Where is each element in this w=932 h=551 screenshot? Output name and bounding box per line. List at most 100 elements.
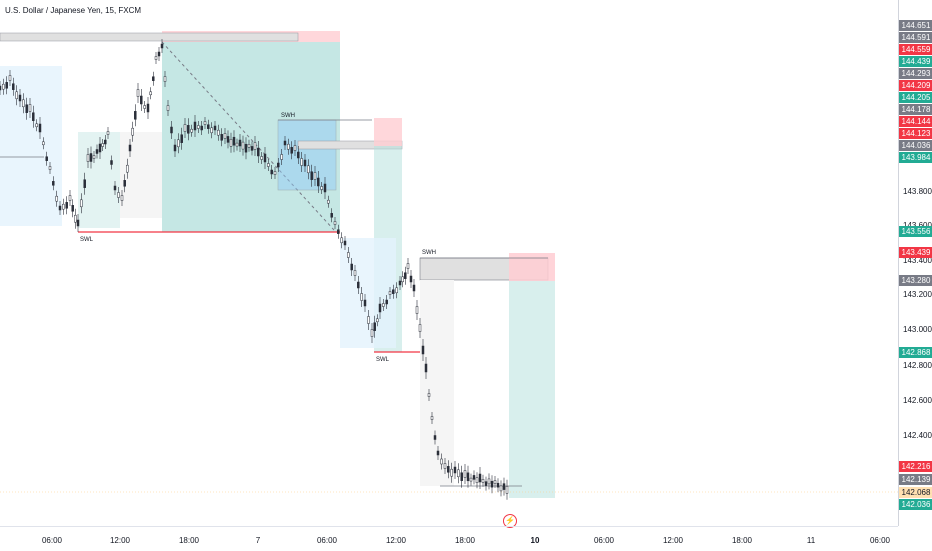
candle-body bbox=[415, 306, 419, 314]
candle-body bbox=[183, 124, 187, 132]
candle-body bbox=[493, 480, 497, 484]
time-tick: 12:00 bbox=[109, 536, 131, 545]
candle-body bbox=[347, 252, 350, 258]
candle-body bbox=[154, 56, 158, 60]
candle-body bbox=[260, 156, 263, 160]
price-label: 142.068 bbox=[899, 487, 932, 498]
candle-body bbox=[450, 468, 453, 477]
candle-body bbox=[250, 146, 254, 151]
candle-body bbox=[128, 144, 132, 152]
candle-body bbox=[370, 329, 374, 337]
chart-area[interactable]: SWL SWH SWL SWH U.S. Dollar / Japanese Y… bbox=[0, 0, 898, 528]
candle-body bbox=[401, 276, 404, 283]
price-tick: 143.600 bbox=[903, 221, 932, 230]
price-label: 144.123 bbox=[899, 128, 932, 139]
candle-body bbox=[447, 466, 450, 473]
flash-icon[interactable]: ⚡ bbox=[503, 514, 517, 528]
candle-body bbox=[398, 280, 402, 286]
candle-body bbox=[478, 473, 482, 483]
candle-body bbox=[68, 195, 72, 201]
candle-body bbox=[83, 179, 86, 188]
candle-body bbox=[300, 158, 303, 166]
price-label: 143.439 bbox=[899, 247, 932, 258]
trend-line-dashed bbox=[161, 41, 335, 231]
price-tick: 143.200 bbox=[903, 290, 932, 299]
candle-body bbox=[149, 91, 152, 96]
candle-body bbox=[283, 140, 287, 146]
candle-body bbox=[25, 104, 28, 113]
price-label: 144.144 bbox=[899, 116, 932, 127]
candle-body bbox=[247, 144, 251, 148]
candle-body bbox=[327, 199, 330, 204]
time-tick: 7 bbox=[255, 536, 261, 545]
candle-body bbox=[367, 316, 370, 324]
candle-body bbox=[463, 470, 467, 478]
candle-body bbox=[152, 76, 155, 81]
demand-zone-left bbox=[0, 66, 62, 226]
candle-body bbox=[253, 142, 257, 150]
candle-body bbox=[197, 125, 200, 129]
zone-grey-small bbox=[120, 132, 162, 218]
price-label: 144.205 bbox=[899, 92, 932, 103]
candle-body bbox=[418, 324, 422, 332]
candle-body bbox=[323, 183, 327, 193]
swh-label-1: SWH bbox=[281, 113, 295, 119]
candle-body bbox=[487, 478, 491, 485]
candle-body bbox=[421, 345, 425, 355]
candle-body bbox=[440, 458, 443, 465]
price-tick: 143.400 bbox=[903, 256, 932, 265]
position-target-3 bbox=[509, 281, 555, 498]
time-tick: 12:00 bbox=[385, 536, 407, 545]
candle-body bbox=[203, 121, 207, 125]
candle-body bbox=[32, 112, 35, 121]
candle-body bbox=[382, 303, 385, 307]
candle-body bbox=[409, 275, 413, 283]
candle-body bbox=[80, 199, 83, 208]
candle-body bbox=[126, 164, 129, 173]
candle-body bbox=[303, 159, 307, 167]
time-axis[interactable]: 06:00 12:00 18:00 7 06:00 12:00 18:00 10… bbox=[0, 526, 898, 551]
candle-body bbox=[22, 99, 25, 108]
candle-body bbox=[193, 121, 197, 131]
candle-body bbox=[223, 133, 227, 139]
candle-body bbox=[65, 202, 68, 209]
candle-body bbox=[443, 463, 447, 469]
candle-body bbox=[244, 143, 248, 153]
candle-body bbox=[173, 144, 177, 152]
candle-body bbox=[220, 134, 223, 141]
price-label: 144.591 bbox=[899, 32, 932, 43]
time-tick: 10 bbox=[530, 536, 540, 545]
candle-body bbox=[496, 482, 500, 488]
candle-body bbox=[307, 165, 310, 174]
price-label: 142.139 bbox=[899, 474, 932, 485]
candle-body bbox=[257, 147, 260, 157]
price-tick: 143.000 bbox=[903, 325, 932, 334]
candle-body bbox=[226, 136, 230, 143]
candle-body bbox=[45, 156, 48, 161]
price-label: 144.209 bbox=[899, 80, 932, 91]
price-tick: 143.800 bbox=[903, 187, 932, 196]
candle-body bbox=[213, 125, 217, 131]
candle-body bbox=[163, 76, 167, 82]
candle-body bbox=[499, 485, 503, 492]
chart-canvas[interactable]: SWL SWH SWL SWH bbox=[0, 0, 898, 526]
candle-body bbox=[333, 221, 337, 225]
candle-body bbox=[273, 171, 277, 175]
candle-body bbox=[140, 95, 143, 105]
candle-body bbox=[430, 416, 434, 420]
candle-body bbox=[58, 205, 62, 211]
long-position-target bbox=[162, 42, 340, 232]
price-axis[interactable]: 143.800 143.600 143.400 143.200 143.000 … bbox=[898, 0, 932, 526]
grey-lines-top bbox=[0, 32, 299, 42]
candle-body bbox=[392, 289, 395, 294]
candle-body bbox=[170, 126, 173, 134]
candle-body bbox=[457, 469, 460, 478]
symbol-title: U.S. Dollar / Japanese Yen, 15, FXCM bbox=[5, 6, 142, 15]
candle-body bbox=[317, 177, 320, 187]
candle-body bbox=[143, 105, 146, 109]
candle-body bbox=[466, 472, 470, 482]
time-tick: 06:00 bbox=[869, 536, 891, 545]
candle-body bbox=[363, 299, 367, 307]
candle-body bbox=[388, 291, 392, 295]
candle-body bbox=[395, 287, 398, 294]
